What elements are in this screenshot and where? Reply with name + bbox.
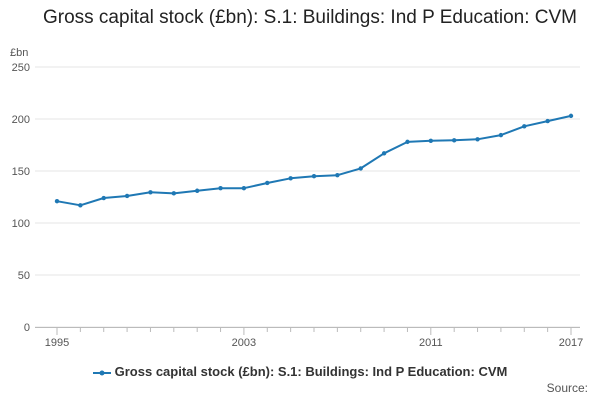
data-point xyxy=(241,185,247,191)
legend-entry-label: Gross capital stock (£bn): S.1: Building… xyxy=(114,364,508,379)
legend-swatch-marker xyxy=(99,370,105,376)
y-axis-unit-label: £bn xyxy=(10,47,28,59)
data-point xyxy=(428,138,434,144)
legend-swatch xyxy=(92,370,111,376)
x-tick-label: 2017 xyxy=(559,337,583,349)
data-point xyxy=(568,113,574,119)
data-point xyxy=(218,185,223,191)
legend: Gross capital stock (£bn): S.1: Building… xyxy=(0,364,600,379)
chart-title: Gross capital stock (£bn): S.1: Building… xyxy=(42,7,577,28)
data-point xyxy=(358,166,363,171)
data-point xyxy=(335,172,340,178)
axis-layer: £bn 0 50 100 150 200 250 1995 2003 2011 2017 xyxy=(10,47,583,349)
data-point xyxy=(475,137,480,142)
data-point xyxy=(288,176,293,181)
y-tick-label: 200 xyxy=(12,114,30,126)
x-tick-label: 1995 xyxy=(45,337,69,349)
y-tick-label: 250 xyxy=(12,62,30,74)
data-point xyxy=(148,190,153,195)
y-tick-label: 150 xyxy=(12,166,30,178)
data-point xyxy=(171,191,177,196)
x-tick-label: 2003 xyxy=(232,337,256,349)
data-point xyxy=(101,195,106,201)
x-tick-label: 2011 xyxy=(419,337,443,349)
series-line xyxy=(56,114,572,207)
y-tick-label: 50 xyxy=(18,270,30,282)
data-point xyxy=(265,180,270,186)
data-point xyxy=(194,188,200,193)
y-tick-label: 0 xyxy=(24,322,30,334)
data-point xyxy=(54,198,60,204)
data-point xyxy=(522,124,527,129)
data-point xyxy=(124,193,130,199)
data-point xyxy=(311,174,317,179)
data-point xyxy=(545,118,550,124)
source-label: Source: xyxy=(546,381,588,395)
data-point xyxy=(451,138,457,143)
data-point xyxy=(498,132,504,138)
data-point xyxy=(405,139,410,145)
series-layer xyxy=(54,113,574,208)
y-tick-label: 100 xyxy=(12,218,30,230)
data-point xyxy=(381,151,387,156)
data-point xyxy=(78,203,83,208)
